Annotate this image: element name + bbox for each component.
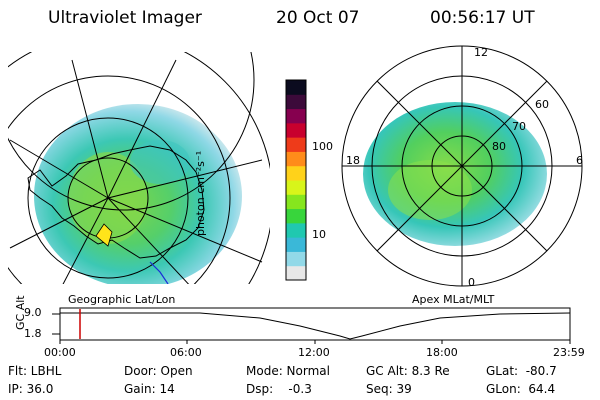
mlt-dial: [341, 45, 583, 287]
date-label: 20 Oct 07: [276, 8, 360, 28]
colorbar-swatch: [286, 237, 306, 252]
mlt-label-12: 12: [474, 46, 488, 59]
timeline-ytick-9: 9.0: [24, 306, 42, 319]
timeline-xtick-1800: 18:00: [426, 346, 458, 359]
timeline-xtick-0600: 06:00: [170, 346, 202, 359]
glon-value: GLon: 64.4: [486, 382, 556, 396]
colorbar-swatch: [286, 80, 306, 95]
mlat-label-70: 70: [512, 120, 526, 133]
filter-value: Flt: LBHL: [8, 364, 62, 378]
colorbar-swatch: [286, 137, 306, 152]
colorbar: [285, 79, 307, 281]
mlat-label-60: 60: [535, 98, 549, 111]
colorbar-swatch: [286, 251, 306, 267]
right-panel-caption: Apex MLat/MLT: [412, 293, 495, 306]
colorbar-swatch: [286, 108, 306, 124]
colorbar-swatch: [286, 222, 306, 238]
gc-alt-value: GC Alt: 8.3 Re: [366, 364, 450, 378]
seq-value: Seq: 39: [366, 382, 412, 396]
colorbar-swatch: [286, 265, 306, 281]
colorbar-tick-10: 10: [312, 228, 326, 241]
timeline-xtick-0000: 00:00: [44, 346, 76, 359]
colorbar-swatch: [286, 194, 306, 210]
colorbar-tick-100: 100: [312, 140, 333, 153]
timeline-plot: [52, 307, 571, 344]
door-value: Door: Open: [124, 364, 193, 378]
mlt-label-6: 6: [576, 154, 583, 167]
colorbar-swatch: [286, 151, 306, 167]
dsp-value: Dsp: -0.3: [246, 382, 312, 396]
gc-altitude-curve: [60, 312, 571, 340]
colorbar-swatch: [286, 165, 306, 181]
timeline-xtick-1200: 12:00: [298, 346, 330, 359]
colorbar-swatch: [286, 122, 306, 138]
instrument-title: Ultraviolet Imager: [48, 8, 202, 28]
timeline-xtick-2359: 23:59: [553, 346, 585, 359]
geographic-map: [8, 52, 270, 284]
gain-value: Gain: 14: [124, 382, 175, 396]
colorbar-unit-label: photon cm⁻²s⁻¹: [194, 150, 207, 236]
colorbar-swatch: [286, 94, 306, 110]
mlat-label-80: 80: [492, 140, 506, 153]
colorbar-swatch: [286, 180, 306, 195]
time-label: 00:56:17 UT: [430, 8, 535, 28]
coastline: [27, 145, 205, 259]
mode-value: Mode: Normal: [246, 364, 330, 378]
colorbar-swatch: [286, 208, 306, 224]
left-panel-caption: Geographic Lat/Lon: [68, 293, 176, 306]
timeline-ytick-1.8: 1.8: [24, 327, 42, 340]
mlt-label-18: 18: [346, 154, 360, 167]
mlt-spokes: [342, 46, 582, 286]
ip-value: IP: 36.0: [8, 382, 54, 396]
glat-value: GLat: -80.7: [486, 364, 557, 378]
mlt-label-0: 0: [468, 276, 475, 289]
